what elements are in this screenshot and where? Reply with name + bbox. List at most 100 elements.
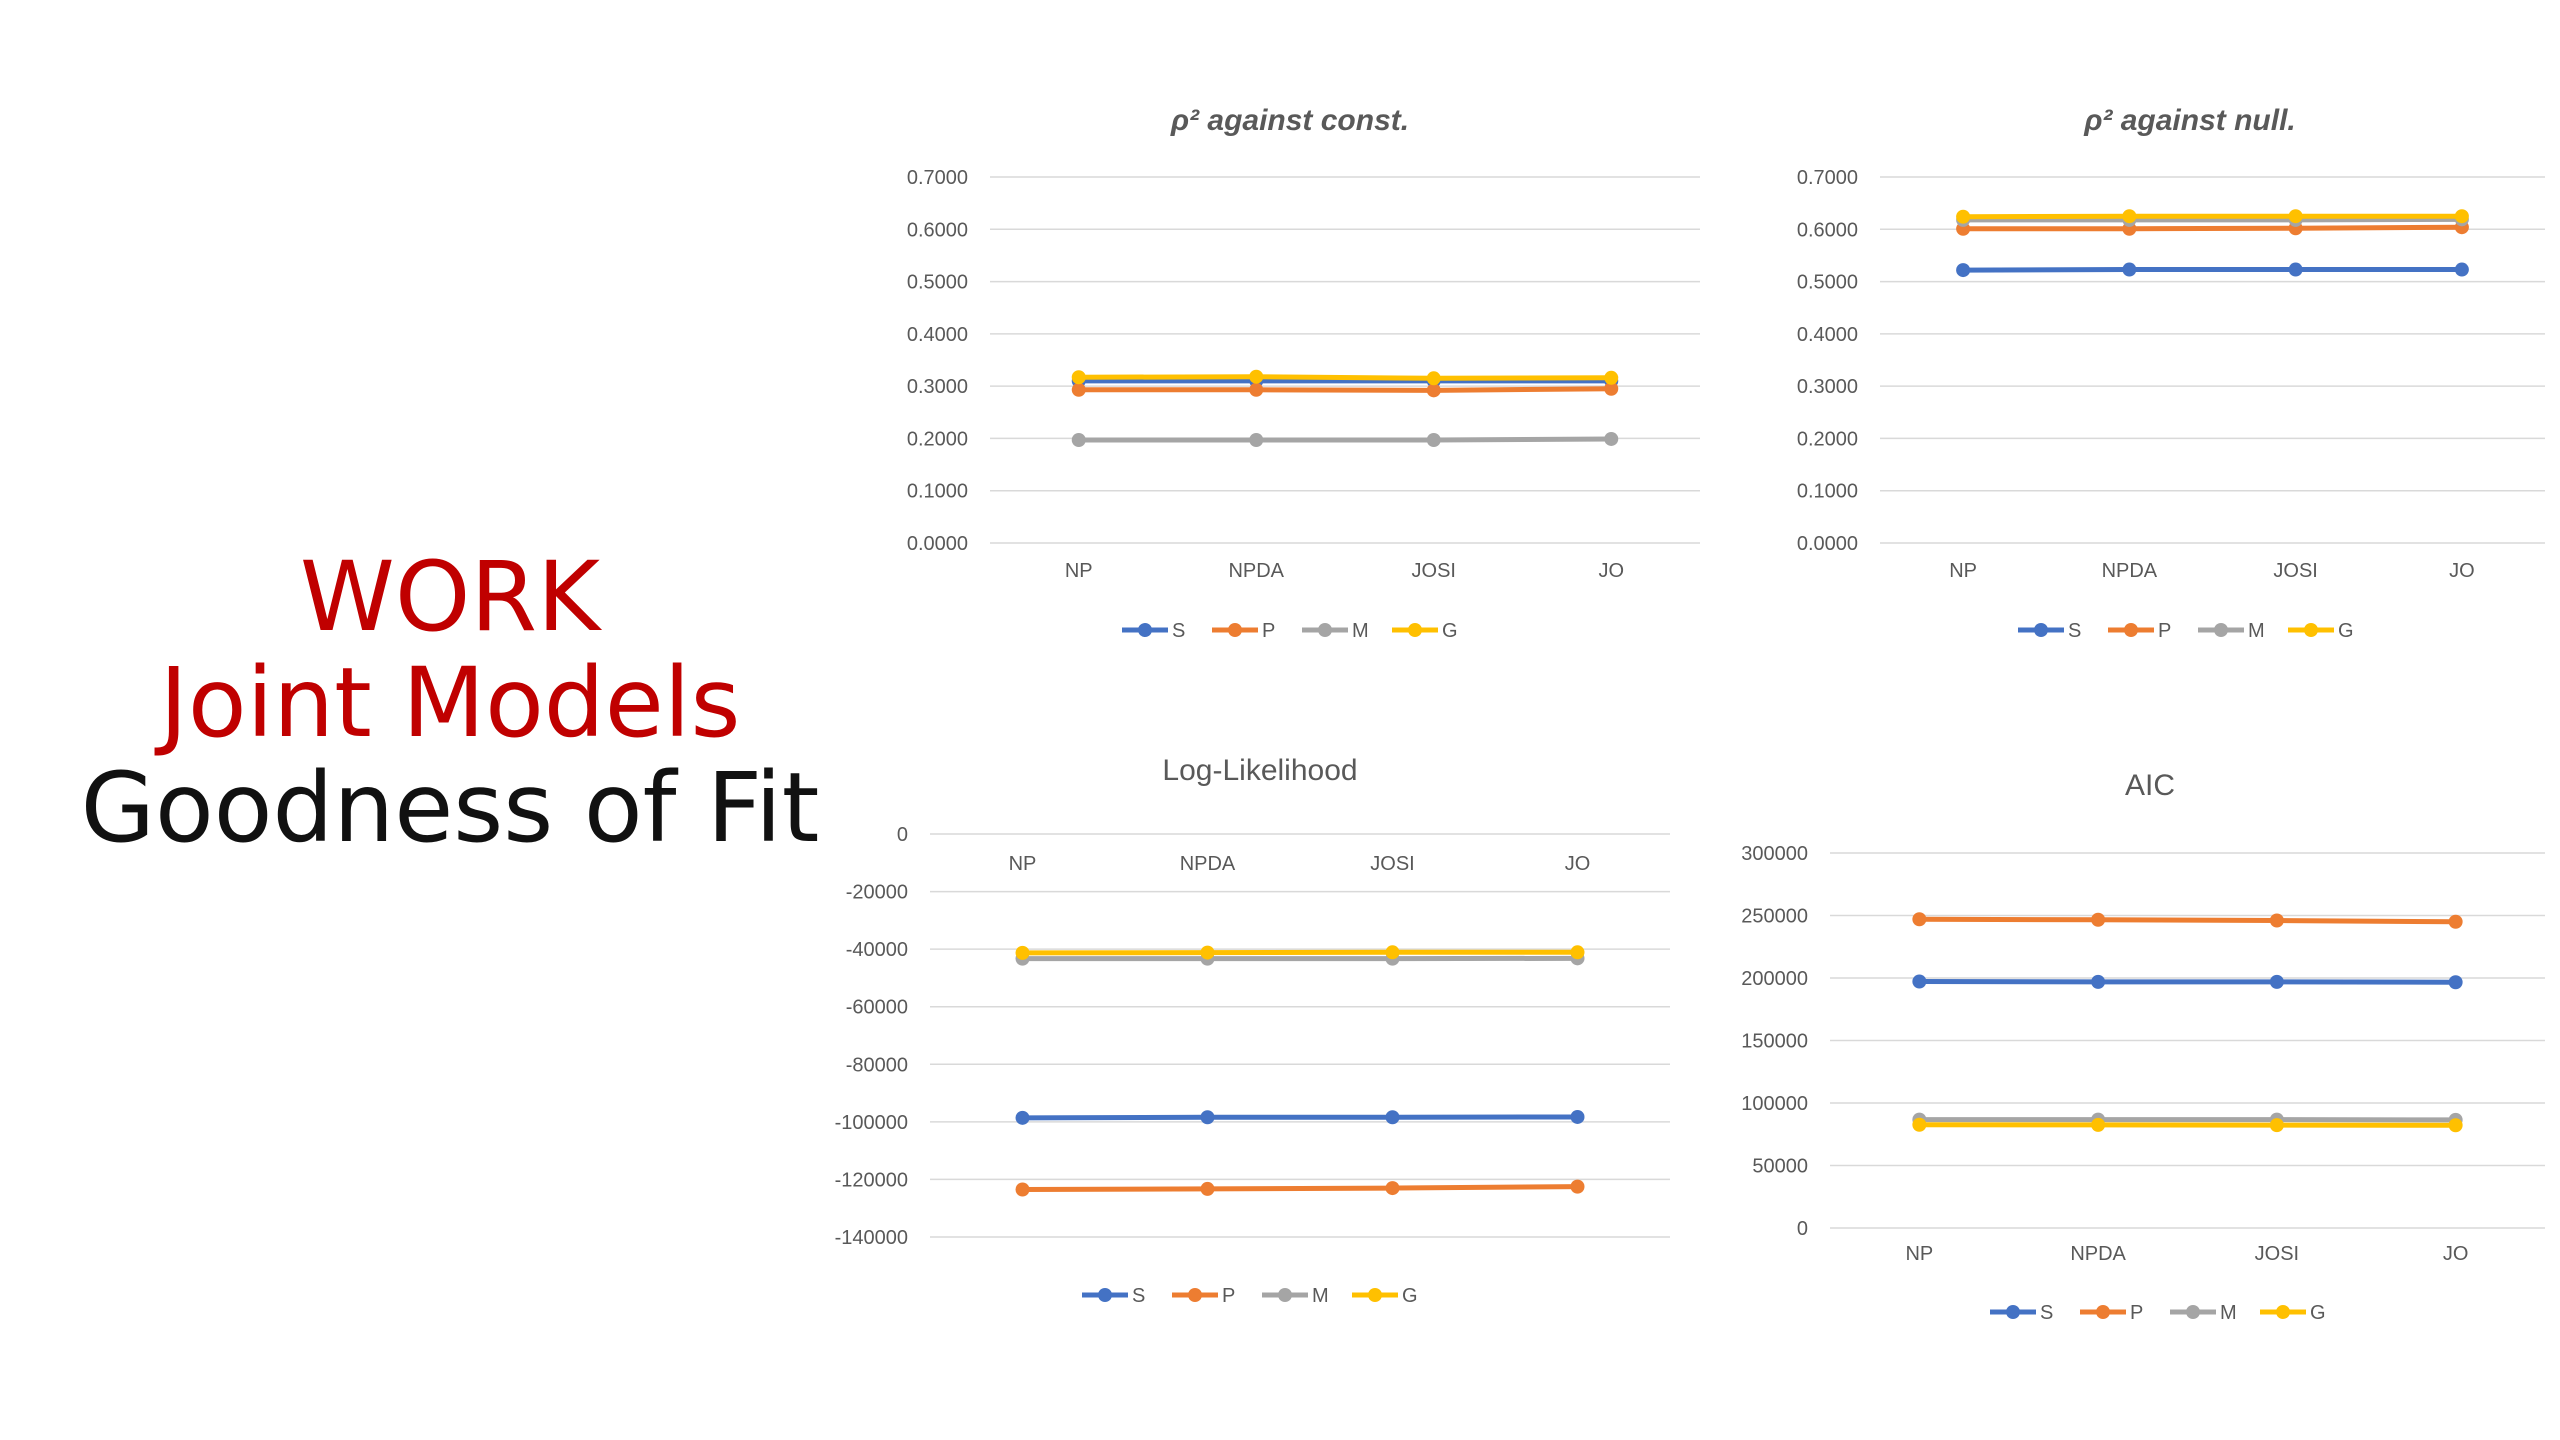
chart-title: ρ² against const. [1170, 104, 1409, 137]
y-tick-label: 150000 [1741, 1031, 1808, 1053]
y-tick-label: 200000 [1741, 968, 1808, 990]
x-tick-label: NPDA [1228, 560, 1284, 582]
legend-label: M [2248, 620, 2265, 642]
slide-title: WORK Joint Models Goodness of Fit [40, 541, 860, 865]
data-point-M [1249, 432, 1264, 447]
x-tick-label: NP [1905, 1243, 1933, 1265]
y-tick-label: -100000 [835, 1112, 908, 1134]
x-tick-label: NP [1065, 560, 1093, 582]
y-tick-label: -80000 [846, 1054, 908, 1076]
data-point-G [1570, 945, 1585, 960]
legend-marker-S [2006, 1305, 2020, 1319]
series-line-P [1963, 224, 2462, 232]
data-point-P [1604, 381, 1619, 396]
legend-label: G [1442, 620, 1458, 642]
data-point-G [2448, 1118, 2463, 1133]
data-point-G [1956, 209, 1971, 224]
data-point-P [1071, 382, 1086, 397]
y-tick-label: 0.5000 [1797, 272, 1858, 294]
legend-label: G [1402, 1285, 1418, 1307]
legend-marker-G [2276, 1305, 2290, 1319]
y-tick-label: 100000 [1741, 1093, 1808, 1115]
x-tick-label: NPDA [2070, 1243, 2126, 1265]
y-tick-label: 0.2000 [907, 428, 968, 450]
y-tick-label: -40000 [846, 939, 908, 961]
legend-label: S [2040, 1302, 2053, 1324]
y-tick-label: 0.3000 [907, 376, 968, 398]
series-line-M [1078, 436, 1612, 443]
x-tick-label: JO [1565, 853, 1591, 875]
data-point-M [1071, 432, 1086, 447]
data-point-S [1570, 1109, 1585, 1124]
x-tick-label: JOSI [2273, 560, 2317, 582]
y-tick-label: 0.6000 [1797, 219, 1858, 241]
y-tick-label: 0.6000 [907, 219, 968, 241]
data-point-P [2091, 912, 2106, 927]
legend-marker-P [1188, 1288, 1202, 1302]
legend-marker-M [1278, 1288, 1292, 1302]
y-tick-label: 0.0000 [1797, 533, 1858, 555]
data-point-S [2448, 975, 2463, 990]
y-tick-label: 0.3000 [1797, 376, 1858, 398]
series-line-S [1022, 1114, 1578, 1121]
data-point-M [1426, 432, 1441, 447]
y-tick-label: 0.2000 [1797, 428, 1858, 450]
data-point-S [1385, 1110, 1400, 1125]
legend-label: P [2130, 1302, 2143, 1324]
data-point-G [2091, 1117, 2106, 1132]
y-tick-label: 0.4000 [907, 324, 968, 346]
data-point-P [1426, 383, 1441, 398]
data-point-S [2454, 262, 2469, 277]
series-line-G [1022, 949, 1578, 956]
y-tick-label: 0.4000 [1797, 324, 1858, 346]
legend-label: P [2158, 620, 2171, 642]
y-tick-label: 0.1000 [907, 481, 968, 503]
legend-label: G [2338, 620, 2354, 642]
y-tick-label: 0 [1797, 1218, 1808, 1240]
chart-rho-null: ρ² against null. 0.7000 0.6000 0.5000 0.4000… [1750, 90, 2550, 660]
legend-label: M [1352, 620, 1369, 642]
chart-title: AIC [2125, 769, 2175, 802]
data-point-S [2269, 974, 2284, 989]
legend-marker-M [2214, 623, 2228, 637]
legend-label: M [2220, 1302, 2237, 1324]
y-tick-label: 50000 [1752, 1156, 1808, 1178]
y-tick-label: 250000 [1741, 906, 1808, 928]
x-tick-label: JOSI [1370, 853, 1414, 875]
y-tick-label: 0.0000 [907, 533, 968, 555]
legend-marker-G [2304, 623, 2318, 637]
y-tick-label: 300000 [1741, 843, 1808, 865]
data-point-S [1956, 263, 1971, 278]
chart-log-likelihood: Log-Likelihood 0 -20000 -40000 -60000 -80000 -… [820, 735, 1680, 1307]
x-tick-label: JO [1598, 560, 1624, 582]
legend-marker-G [1368, 1288, 1382, 1302]
legend-marker-S [2034, 623, 2048, 637]
data-point-S [2122, 262, 2137, 277]
y-tick-label: -140000 [835, 1227, 908, 1249]
data-point-S [2091, 974, 2106, 989]
data-point-P [1385, 1181, 1400, 1196]
legend-label: S [2068, 620, 2081, 642]
series-line-G [1078, 374, 1612, 381]
title-line-work: WORK [299, 541, 601, 653]
data-point-G [1249, 369, 1264, 384]
data-point-S [1200, 1110, 1215, 1125]
legend-marker-M [2186, 1305, 2200, 1319]
legend-label: G [2310, 1302, 2326, 1324]
data-point-G [1071, 370, 1086, 385]
x-tick-label: JOSI [2255, 1243, 2299, 1265]
x-tick-label: NP [1009, 853, 1037, 875]
chart-title: Log-Likelihood [1162, 754, 1357, 787]
legend-label: S [1172, 620, 1185, 642]
y-tick-label: -120000 [835, 1169, 908, 1191]
data-point-G [2288, 209, 2303, 224]
x-tick-label: JO [2449, 560, 2475, 582]
chart-aic: AIC 300000 250000 200000 150000 100000 50000 0 N… [1710, 750, 2550, 1324]
legend-label: P [1262, 620, 1275, 642]
legend-label: P [1222, 1285, 1235, 1307]
data-point-M [1604, 431, 1619, 446]
data-point-S [2288, 262, 2303, 277]
title-line-goodness-of-fit: Goodness of Fit [80, 752, 820, 865]
data-point-P [1249, 382, 1264, 397]
series-line-P [1919, 916, 2456, 925]
